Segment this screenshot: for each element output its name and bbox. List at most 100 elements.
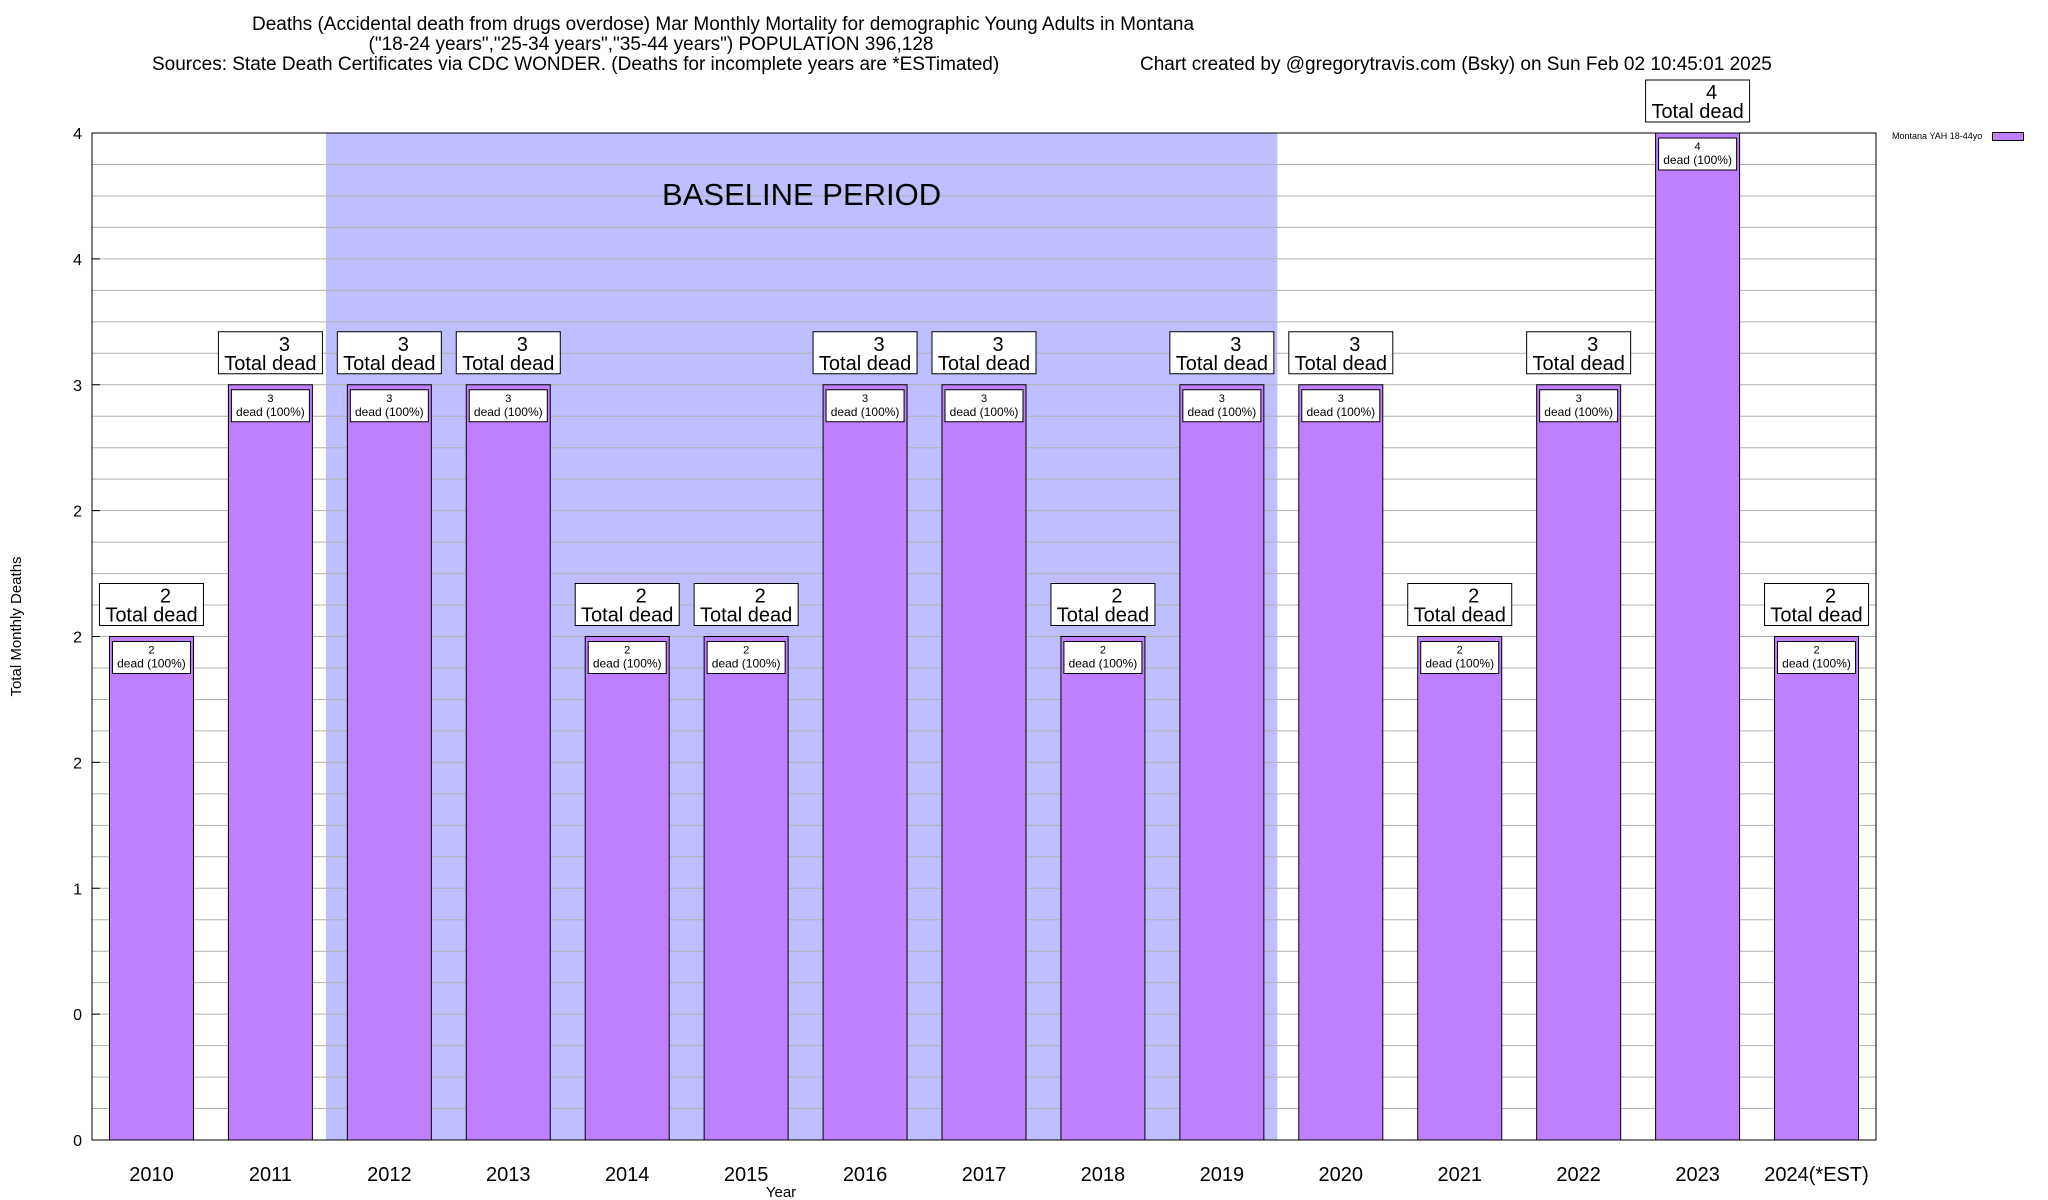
top-label-text: Total dead (819, 353, 911, 375)
x-tick-label: 2012 (367, 1164, 412, 1186)
top-label-box (812, 331, 918, 375)
inner-label-count: 2 (1457, 645, 1463, 657)
x-tick-label: 2023 (1675, 1164, 1720, 1186)
top-label-box (1288, 331, 1394, 375)
y-tick-label: 0 (73, 1133, 82, 1150)
top-label-count: 3 (874, 334, 885, 356)
inner-label-box (468, 389, 548, 423)
top-label-count: 3 (1349, 334, 1360, 356)
inner-label-text: dead (100%) (236, 405, 305, 419)
top-label-text: Total dead (1176, 353, 1268, 375)
inner-label-count: 2 (1813, 645, 1819, 657)
chart-sources: Sources: State Death Certificates via CD… (152, 54, 1000, 75)
inner-label-text: dead (100%) (355, 405, 424, 419)
top-label-text: Total dead (1295, 353, 1387, 375)
inner-label-count: 2 (1100, 645, 1106, 657)
bar (465, 384, 551, 1141)
y-tick-label: 2 (73, 504, 82, 521)
inner-label-count: 2 (624, 645, 630, 657)
top-label-text: Total dead (700, 605, 792, 627)
x-tick-label: 2014 (605, 1164, 650, 1186)
x-tick-label: 2024(*EST) (1764, 1164, 1869, 1186)
chart-credit: Chart created by @gregorytravis.com (Bsk… (1140, 54, 1772, 75)
y-axis-label: Total Monthly Deaths (8, 556, 25, 696)
top-label-box (1050, 583, 1156, 626)
bar (703, 636, 789, 1141)
inner-label-box (1182, 389, 1262, 423)
inner-label-box (1063, 641, 1143, 674)
inner-label-box (825, 389, 905, 423)
inner-label-text: dead (100%) (1425, 657, 1494, 671)
x-tick-label: 2018 (1081, 1164, 1126, 1186)
inner-label-box (1658, 137, 1738, 171)
top-label-count: 3 (992, 334, 1003, 356)
x-tick-label: 2016 (843, 1164, 888, 1186)
inner-label-text: dead (100%) (1069, 657, 1138, 671)
top-label-text: Total dead (1414, 605, 1506, 627)
top-label-count: 2 (1111, 586, 1122, 608)
y-tick-label: 2 (73, 755, 82, 772)
top-label-box (217, 331, 323, 375)
y-tick-label: 0 (73, 1007, 82, 1024)
y-tick-label: 4 (73, 126, 82, 143)
x-axis-label: Year (766, 1184, 796, 1200)
inner-label-box (1539, 389, 1619, 423)
top-label-count: 3 (279, 334, 290, 356)
bar (584, 636, 670, 1141)
inner-label-box (111, 641, 191, 674)
inner-label-count: 2 (148, 645, 154, 657)
inner-label-text: dead (100%) (117, 657, 186, 671)
inner-label-count: 3 (862, 393, 868, 405)
chart-title: Deaths (Accidental death from drugs over… (251, 14, 1195, 35)
top-label-box (98, 583, 204, 626)
inner-label-box (1301, 389, 1381, 423)
inner-label-count: 3 (981, 393, 987, 405)
inner-label-box (349, 389, 429, 423)
bar (227, 384, 313, 1141)
bar (1774, 636, 1860, 1141)
inner-label-box (230, 389, 310, 423)
top-label-count: 4 (1706, 82, 1717, 104)
inner-label-count: 2 (743, 645, 749, 657)
y-tick-label: 3 (73, 378, 82, 395)
bar (941, 384, 1027, 1141)
inner-label-text: dead (100%) (1782, 657, 1851, 671)
inner-label-box (706, 641, 786, 674)
x-tick-label: 2013 (486, 1164, 531, 1186)
x-tick-label: 2021 (1437, 1164, 1482, 1186)
inner-label-text: dead (100%) (1544, 405, 1613, 419)
y-tick-label: 2 (73, 630, 82, 647)
bar (1060, 636, 1146, 1141)
inner-label-text: dead (100%) (1663, 153, 1732, 167)
x-tick-label: 2011 (249, 1164, 292, 1186)
top-label-text: Total dead (462, 353, 554, 375)
bar (822, 384, 908, 1141)
inner-label-count: 3 (1576, 393, 1582, 405)
top-label-count: 3 (517, 334, 528, 356)
inner-label-text: dead (100%) (593, 657, 662, 671)
legend-label: Montana YAH 18-44yo (1892, 131, 1983, 141)
top-label-count: 2 (160, 586, 171, 608)
inner-label-text: dead (100%) (831, 405, 900, 419)
x-tick-label: 2015 (724, 1164, 769, 1186)
x-tick-label: 2022 (1556, 1164, 1601, 1186)
top-label-text: Total dead (1651, 101, 1743, 123)
top-label-box (455, 331, 561, 375)
bar (1655, 132, 1741, 1141)
top-label-text: Total dead (581, 605, 673, 627)
inner-label-count: 3 (1219, 393, 1225, 405)
top-label-count: 2 (1468, 586, 1479, 608)
top-label-count: 3 (1587, 334, 1598, 356)
inner-label-text: dead (100%) (712, 657, 781, 671)
x-tick-label: 2010 (129, 1164, 174, 1186)
y-tick-label: 4 (73, 252, 82, 269)
inner-label-box (1777, 641, 1857, 674)
top-label-text: Total dead (938, 353, 1030, 375)
inner-label-count: 4 (1695, 141, 1701, 153)
top-label-box (336, 331, 442, 375)
bar (1179, 384, 1265, 1141)
top-label-count: 2 (755, 586, 766, 608)
inner-label-text: dead (100%) (474, 405, 543, 419)
x-tick-label: 2017 (962, 1164, 1007, 1186)
